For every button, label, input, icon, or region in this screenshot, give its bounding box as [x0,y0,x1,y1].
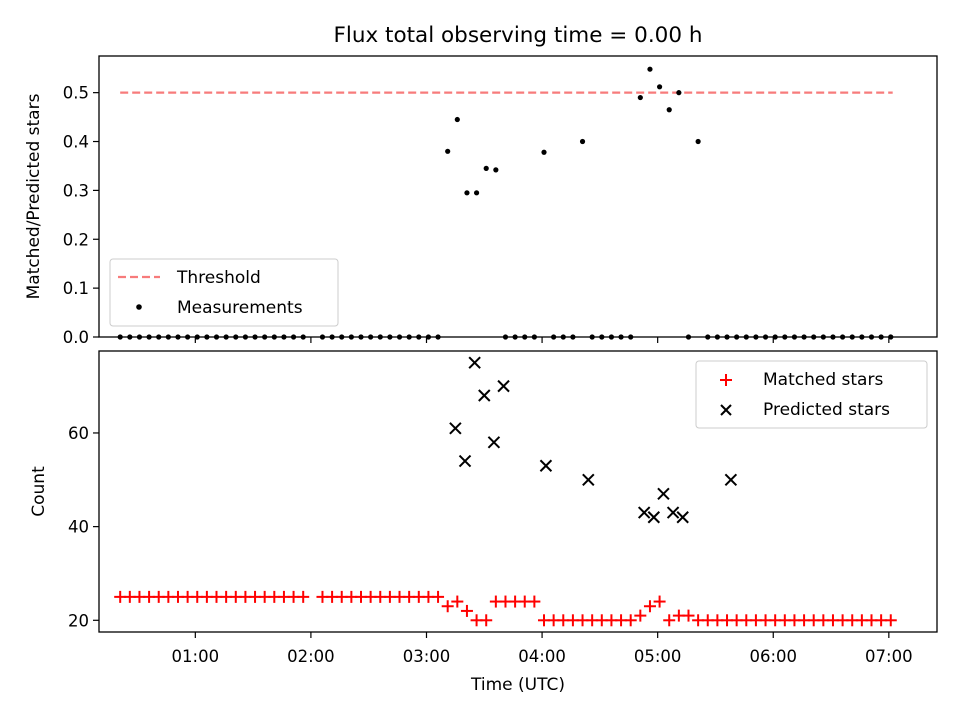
x-axis-label: Time (UTC) [470,675,565,695]
predicted-legend-swatch [720,404,732,416]
figure-title: Flux total observing time = 0.00 h [334,23,703,48]
predicted-stars-point [539,459,553,472]
count-x-ticks: 01:00 02:00 03:00 04:00 05:00 06:00 07:00 [172,632,913,666]
predicted-stars-point [647,511,661,524]
matched-stars-point [432,590,445,603]
x-tick-label: 03:00 [403,647,451,666]
measurement-point [493,167,499,173]
count-y-axis-label: Count [29,466,49,517]
ratio-legend-box [109,258,339,327]
x-tick-label: 05:00 [634,647,682,666]
measurement-point [464,190,470,196]
predicted-stars-point [637,506,651,519]
y-tick-label: 0.0 [63,328,89,347]
count-y-ticks: 20 40 60 [68,424,99,630]
predicted-stars-point [724,473,738,486]
matched-stars-point [634,609,647,622]
measurement-point [454,116,460,123]
count-axes-frame [98,350,938,633]
predicted-stars-point [582,473,595,486]
matched-stars-point [682,609,695,622]
predicted-stars-point [458,454,472,468]
predicted-stars-point [449,422,462,435]
matched-stars-point [480,614,493,627]
ratio-x-ticks [194,337,890,343]
measurement-point [666,107,672,113]
measurement-point [695,138,701,145]
y-tick-label: 0.4 [63,133,89,152]
y-tick-label: 0.3 [63,181,89,200]
ratio-y-ticks: 0.0 0.1 0.2 0.3 0.4 0.5 [63,84,99,347]
matched-legend-label: Matched stars [763,370,883,390]
x-tick-label: 01:00 [172,647,220,666]
count-plot-area [114,356,897,627]
measurement-point [473,190,480,196]
matched-stars-point [643,600,656,613]
matched-stars-point [441,600,454,613]
x-tick-label: 06:00 [749,647,797,666]
ratio-y-axis-label: Matched/Predicted stars [24,93,44,299]
predicted-legend-label: Predicted stars [763,400,890,420]
measurement-point [483,165,489,171]
y-tick-label: 20 [68,611,89,630]
measurement-point [637,94,643,101]
ratio-panel: 0.0 0.1 0.2 0.3 0.4 0.5 Matched/Predicted sta… [24,55,938,347]
y-tick-label: 60 [68,424,89,443]
y-tick-label: 0.1 [63,279,89,298]
measurement-point [676,90,682,96]
predicted-stars-point [478,389,491,402]
ratio-axes-frame [98,55,938,338]
matched-stars-point [297,590,310,603]
y-tick-label: 0.5 [63,84,89,103]
matched-stars-point [653,595,666,608]
measurement-point [579,138,586,145]
threshold-legend-label: Threshold [176,268,261,288]
measurement-point [647,66,653,72]
measurement-point [656,84,663,90]
predicted-stars-point [666,506,680,519]
measurement-point [445,148,451,154]
count-legend: Matched stars Predicted stars [695,360,928,429]
predicted-stars-point [657,487,670,501]
matched-stars-point [884,614,897,627]
predicted-stars-point [487,436,501,449]
x-tick-label: 02:00 [287,647,335,666]
count-legend-box [695,360,928,429]
matched-stars-point [460,604,473,617]
measurements-legend-swatch [136,304,142,310]
matched-stars-point [663,614,676,627]
predicted-stars-point [468,356,481,369]
x-tick-label: 04:00 [518,647,566,666]
matched-stars-point [451,595,464,608]
matched-stars-point [624,614,637,627]
matched-legend-swatch [720,374,732,386]
ratio-legend: Threshold Measurements [109,258,339,327]
predicted-stars-point [676,511,689,524]
y-tick-label: 0.2 [63,230,89,249]
measurement-point [541,149,547,155]
predicted-stars-point [497,379,510,393]
measurements-legend-label: Measurements [177,298,303,318]
y-tick-label: 40 [68,518,89,537]
count-panel: 20 40 60 01:00 02:00 03:00 04:00 05:00 06:00 07:… [29,350,938,695]
matched-stars-point [528,595,541,608]
x-tick-label: 07:00 [865,647,913,666]
